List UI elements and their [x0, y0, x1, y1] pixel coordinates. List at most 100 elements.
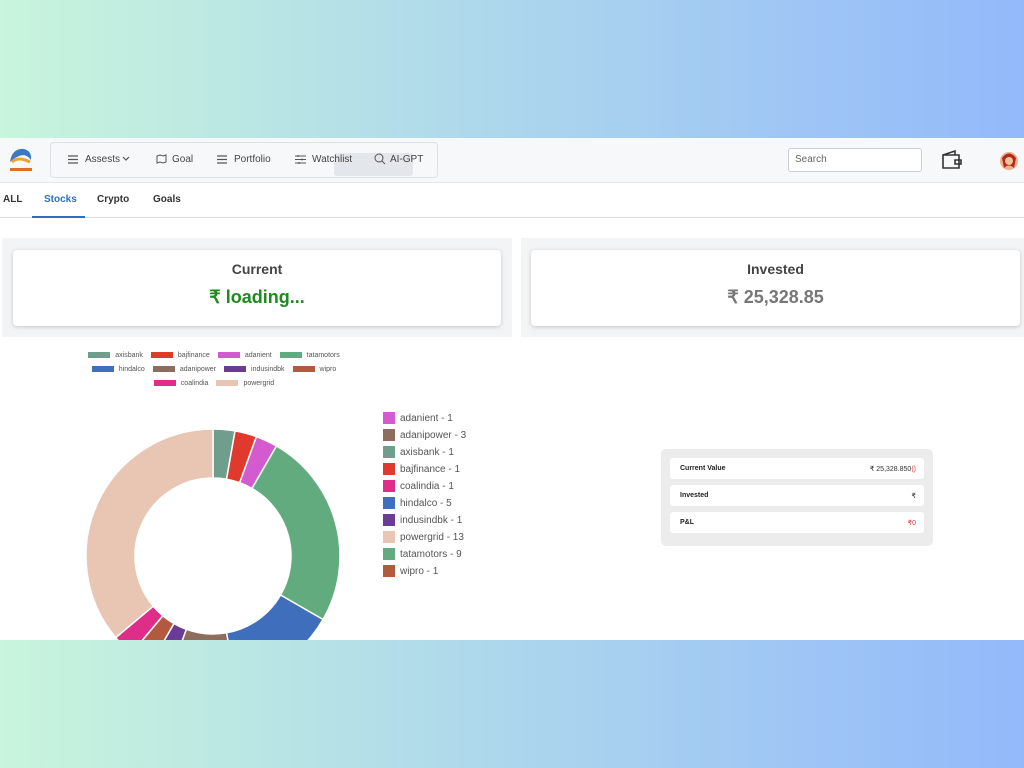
- side-label: bajfinance - 1: [400, 463, 461, 475]
- legend-item: hindalco: [91, 364, 145, 374]
- tab[interactable]: ALL: [3, 194, 23, 205]
- side-item: tatamotors - 9: [383, 548, 462, 560]
- header: Assests Goal Portfolio Watchlist AI-GPT …: [0, 138, 1024, 183]
- side-label: coalindia - 1: [400, 480, 454, 492]
- tab-divider: [0, 217, 1024, 218]
- card-title: Invested: [747, 261, 804, 277]
- side-swatch: [383, 565, 395, 577]
- icon: [122, 156, 130, 161]
- summary-label: Invested: [680, 492, 709, 499]
- donut-slice: [181, 628, 229, 640]
- card-title: Current: [231, 261, 283, 277]
- summary-value-text: ₹ 25,328.850: [869, 466, 912, 473]
- summary-box: Current Value ₹ 25,328.850() Invested ₹ …: [661, 449, 933, 546]
- legend-label: coalindia: [180, 379, 209, 387]
- legend-swatch: [153, 380, 176, 386]
- logo[interactable]: [8, 144, 34, 174]
- side-label: indusindbk - 1: [400, 514, 463, 526]
- legend-swatch: [91, 366, 114, 372]
- legend-label: tatamotors: [306, 351, 340, 359]
- side-swatch: [383, 531, 395, 543]
- search-input[interactable]: Search: [788, 148, 922, 172]
- legend-label: adanipower: [179, 365, 217, 373]
- legend-label: indusindbk: [251, 365, 285, 373]
- legend-label: bajfinance: [177, 351, 210, 359]
- legend-swatch: [88, 352, 111, 358]
- legend-label: hindalco: [118, 365, 145, 373]
- side-swatch: [383, 446, 395, 458]
- summary-value: ₹: [911, 493, 916, 500]
- legend-label: powergrid: [243, 379, 275, 387]
- tab[interactable]: Goals: [153, 194, 181, 205]
- side-item: bajfinance - 1: [383, 463, 460, 475]
- side-swatch: [383, 429, 395, 441]
- donut-chart: [85, 428, 341, 640]
- side-item: hindalco - 5: [383, 497, 452, 509]
- wallet-icon[interactable]: [941, 150, 963, 170]
- legend-swatch: [152, 366, 175, 372]
- side-item: wipro - 1: [383, 565, 438, 577]
- donut-slice: [250, 444, 341, 621]
- nav-item[interactable]: Portfolio: [234, 154, 271, 165]
- side-swatch: [383, 548, 395, 560]
- avatar[interactable]: [999, 151, 1019, 171]
- summary-value: ₹0: [907, 520, 916, 527]
- card-value: ₹ 25,328.85: [727, 287, 824, 307]
- side-label: powergrid - 13: [400, 531, 464, 543]
- legend-item: adanient: [217, 350, 272, 360]
- legend-label: wipro: [319, 365, 337, 373]
- legend-swatch: [279, 352, 302, 358]
- icon: [374, 153, 386, 165]
- nav-item[interactable]: Goal: [172, 154, 194, 165]
- summary-row: Current Value ₹ 25,328.850(): [670, 458, 924, 479]
- nav-bar: Assests Goal Portfolio Watchlist AI-GPT: [50, 142, 438, 178]
- side-item: adanipower - 3: [383, 429, 466, 441]
- side-swatch: [383, 463, 395, 475]
- side-label: tatamotors - 9: [400, 548, 462, 560]
- summary-row: Invested ₹: [670, 485, 924, 506]
- side-item: axisbank - 1: [383, 446, 454, 458]
- side-item: adanient - 1: [383, 412, 453, 424]
- nav-item[interactable]: AI-GPT: [390, 154, 424, 165]
- legend-item: axisbank: [88, 350, 143, 360]
- legend-item: bajfinance: [150, 350, 210, 360]
- legend-swatch: [217, 352, 240, 358]
- nav-active-bg: [334, 153, 413, 176]
- side-swatch: [383, 514, 395, 526]
- side-swatch: [383, 480, 395, 492]
- tab-underline: [32, 216, 85, 218]
- legend-item: tatamotors: [279, 350, 340, 360]
- card-value: ₹ loading...: [209, 287, 305, 307]
- card: Current ₹ loading...: [13, 250, 501, 326]
- nav-item[interactable]: Watchlist: [312, 154, 353, 165]
- summary-label: Current Value: [680, 465, 726, 472]
- tab-active[interactable]: Stocks: [44, 194, 77, 205]
- side-label: wipro - 1: [400, 565, 439, 577]
- side-label: adanient - 1: [400, 412, 453, 424]
- legend-item: powergrid: [216, 378, 274, 388]
- tab[interactable]: Crypto: [97, 194, 130, 205]
- summary-extra: (): [911, 466, 916, 473]
- donut-slice: [225, 593, 325, 640]
- legend-swatch: [224, 366, 247, 372]
- summary-label: P&L: [680, 519, 694, 526]
- side-item: coalindia - 1: [383, 480, 454, 492]
- legend-item: indusindbk: [224, 364, 285, 374]
- icon: [295, 155, 306, 164]
- legend: axisbank bajfinance adanient tatamotors hind…: [78, 350, 350, 388]
- icon: [156, 154, 167, 164]
- legend-swatch: [150, 352, 173, 358]
- side-item: indusindbk - 1: [383, 514, 462, 526]
- side-label: adanipower - 3: [400, 429, 467, 441]
- card: Invested ₹ 25,328.85: [531, 250, 1020, 326]
- legend-swatch: [216, 380, 239, 386]
- legend-item: coalindia: [153, 378, 209, 388]
- legend-item: wipro: [292, 364, 337, 374]
- legend-label: axisbank: [115, 351, 143, 359]
- summary-value: ₹ 25,328.850(): [870, 465, 916, 473]
- nav-item[interactable]: Assests: [85, 154, 121, 165]
- side-label: axisbank - 1: [400, 446, 454, 458]
- side-label: hindalco - 5: [400, 497, 452, 509]
- icon: [217, 155, 227, 164]
